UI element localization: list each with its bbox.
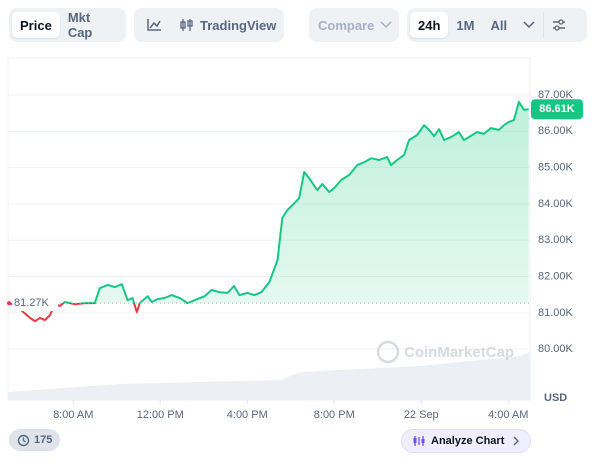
watermark: CoinMarketCap	[376, 340, 514, 364]
x-tick-label: 8:00 PM	[314, 409, 355, 421]
y-tick-label: 83.00K	[538, 234, 574, 246]
chevron	[523, 21, 535, 29]
baseline-label-bg	[12, 295, 58, 312]
range-1m[interactable]: 1M	[456, 17, 475, 33]
view-tabs: Price Mkt Cap	[9, 8, 126, 42]
compare-label: Compare	[318, 17, 375, 33]
candle-icon	[180, 19, 193, 31]
clock-icon	[17, 434, 30, 446]
y-tick-label: 86.00K	[538, 125, 574, 137]
x-tick-label: 22 Sep	[404, 409, 439, 421]
tradingview-button[interactable]: TradingView	[171, 12, 284, 38]
chevron-right	[513, 436, 520, 446]
x-tick-label: 4:00 PM	[227, 409, 268, 421]
chart-style: TradingView	[134, 8, 284, 42]
y-tick-label: 87.00K	[538, 89, 574, 101]
y-tick-label: 84.00K	[538, 198, 574, 210]
baseline-dot	[7, 301, 11, 306]
current-price-tag	[531, 99, 583, 120]
analyze-label: Analyze Chart	[431, 435, 505, 447]
line-icon	[147, 19, 161, 31]
current-price-label: 86.61K	[539, 103, 575, 115]
tab-mktcap[interactable]: Mkt Cap	[67, 10, 93, 40]
y-tick-label: 80.00K	[538, 343, 574, 355]
y-tick-label: 85.00K	[538, 162, 574, 174]
grid	[8, 94, 530, 404]
price-line	[7, 100, 529, 323]
compare: Compare	[312, 12, 398, 38]
x-tick-label: 12:00 PM	[137, 409, 184, 421]
plot: 81.27K	[7, 100, 530, 323]
badge-count: 175	[34, 434, 53, 446]
volume-band	[8, 352, 530, 400]
comments-badge[interactable]: 175	[9, 429, 61, 451]
y-tick-label: 81.00K	[538, 307, 574, 319]
range-tabs: 24h 1M All	[407, 8, 587, 42]
range-more[interactable]	[515, 12, 543, 38]
tab-price[interactable]: Price	[12, 12, 60, 38]
settings[interactable]	[543, 12, 574, 38]
x-tick-label: 8:00 AM	[53, 409, 93, 421]
chevron	[380, 21, 392, 29]
y-tick-label: 82.00K	[538, 270, 574, 282]
x-tick-label: 4:00 AM	[488, 409, 528, 421]
settings-icon	[553, 19, 566, 31]
baseline-label: 81.27K	[14, 297, 50, 309]
watermark-text: CoinMarketCap	[404, 344, 514, 361]
line-button[interactable]	[137, 12, 171, 38]
analyze-chart-button[interactable]: Analyze Chart	[401, 429, 532, 453]
analyze-icon	[413, 436, 425, 446]
range-all[interactable]: All	[490, 17, 508, 33]
tradingview-label: TradingView	[200, 17, 277, 33]
compare-dropdown[interactable]: Compare	[309, 8, 399, 42]
range-24h[interactable]: 24h	[410, 12, 449, 38]
y-unit: USD	[544, 392, 567, 404]
